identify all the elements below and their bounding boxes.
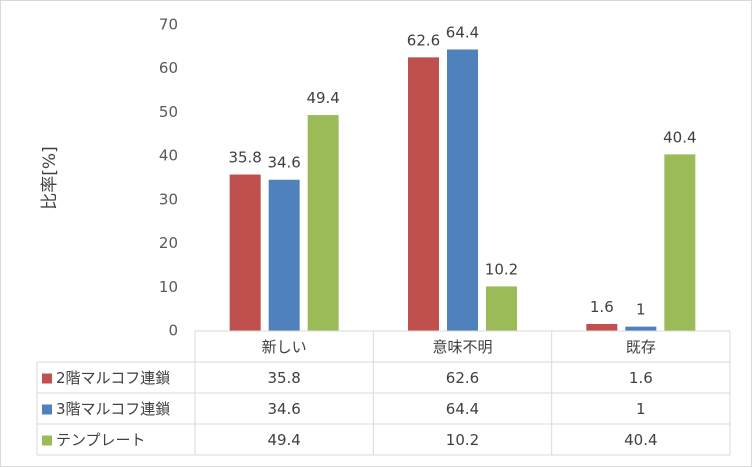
category-label: 意味不明: [432, 338, 492, 356]
table-cell: 35.8: [267, 369, 300, 387]
table-cell: 40.4: [624, 431, 657, 449]
table-cell: 1.6: [629, 369, 653, 387]
table-cell: 10.2: [446, 431, 479, 449]
y-tick-label: 50: [159, 103, 178, 121]
table-cell: 49.4: [267, 431, 300, 449]
bar: [307, 115, 339, 332]
legend-label: 2階マルコフ連鎖: [56, 369, 170, 387]
data-label: 1: [636, 301, 646, 319]
table-cell: 62.6: [446, 369, 479, 387]
y-tick-label: 10: [159, 278, 178, 296]
data-label: 49.4: [306, 89, 339, 107]
table-cell: 34.6: [267, 400, 300, 418]
y-tick-label: 0: [168, 322, 178, 340]
bar: [664, 154, 696, 331]
data-label: 64.4: [446, 23, 479, 41]
table-cell: 1: [636, 400, 646, 418]
bar: [486, 286, 517, 331]
data-label: 40.4: [663, 128, 696, 146]
category-label: 既存: [626, 338, 656, 356]
bar: [447, 49, 478, 331]
y-tick-label: 40: [159, 147, 178, 165]
legend-swatch: [42, 404, 52, 415]
bar: [586, 324, 618, 331]
data-label: 35.8: [228, 149, 261, 167]
bar: [268, 179, 300, 331]
data-label: 62.6: [407, 31, 440, 49]
bar: [625, 326, 657, 331]
legend-swatch: [42, 435, 52, 446]
y-tick-label: 60: [159, 59, 178, 77]
data-label: 34.6: [267, 154, 300, 172]
bar: [229, 174, 261, 331]
legend-label: 3階マルコフ連鎖: [56, 400, 170, 418]
legend-label: テンプレート: [56, 431, 146, 449]
data-label: 1.6: [590, 298, 614, 316]
table-cell: 64.4: [446, 400, 479, 418]
y-tick-label: 20: [159, 234, 178, 252]
bar: [408, 57, 439, 331]
category-label: 新しい: [262, 338, 307, 356]
y-axis-label: 比率[%]: [40, 146, 60, 209]
legend-swatch: [42, 373, 52, 384]
y-tick-label: 30: [159, 190, 178, 208]
data-label: 10.2: [485, 260, 518, 278]
y-tick-label: 70: [159, 16, 178, 34]
